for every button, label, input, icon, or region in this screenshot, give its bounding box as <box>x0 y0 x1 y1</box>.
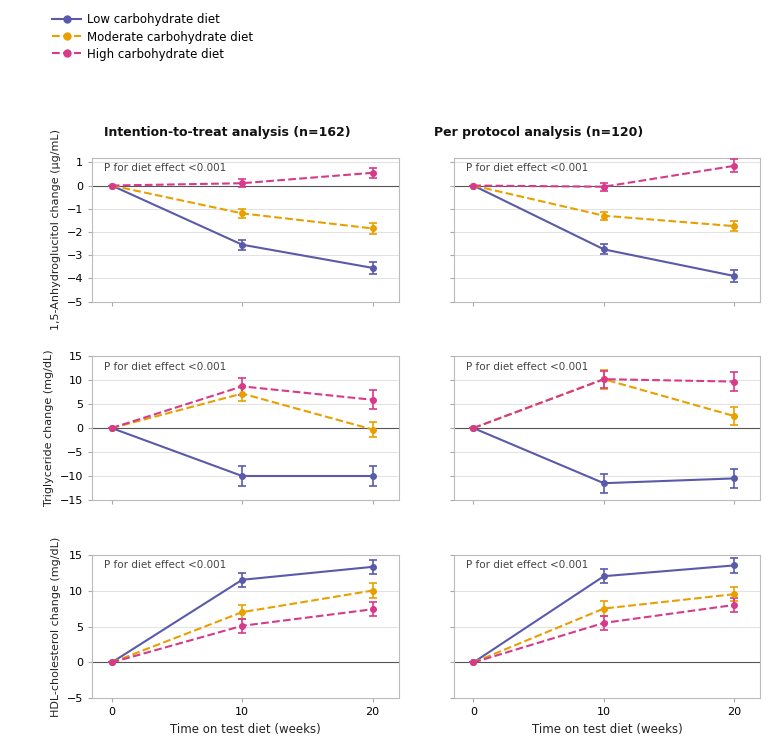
Text: P for diet effect <0.001: P for diet effect <0.001 <box>104 560 227 570</box>
Text: P for diet effect <0.001: P for diet effect <0.001 <box>466 362 588 372</box>
Y-axis label: HDL-cholesterol change (mg/dL): HDL-cholesterol change (mg/dL) <box>51 536 61 716</box>
Y-axis label: Triglyceride change (mg/dL): Triglyceride change (mg/dL) <box>45 350 55 506</box>
Legend: Low carbohydrate diet, Moderate carbohydrate diet, High carbohydrate diet: Low carbohydrate diet, Moderate carbohyd… <box>52 14 253 61</box>
Text: Intention-to-treat analysis (n=162): Intention-to-treat analysis (n=162) <box>104 126 350 139</box>
Text: P for diet effect <0.001: P for diet effect <0.001 <box>104 164 227 173</box>
Y-axis label: 1,5-Anhydroglucitol change (μg/mL): 1,5-Anhydroglucitol change (μg/mL) <box>51 129 61 330</box>
Text: P for diet effect <0.001: P for diet effect <0.001 <box>466 560 588 570</box>
X-axis label: Time on test diet (weeks): Time on test diet (weeks) <box>531 723 683 736</box>
Text: P for diet effect <0.001: P for diet effect <0.001 <box>466 164 588 173</box>
Text: P for diet effect <0.001: P for diet effect <0.001 <box>104 362 227 372</box>
Text: Per protocol analysis (n=120): Per protocol analysis (n=120) <box>434 126 643 139</box>
X-axis label: Time on test diet (weeks): Time on test diet (weeks) <box>170 723 321 736</box>
